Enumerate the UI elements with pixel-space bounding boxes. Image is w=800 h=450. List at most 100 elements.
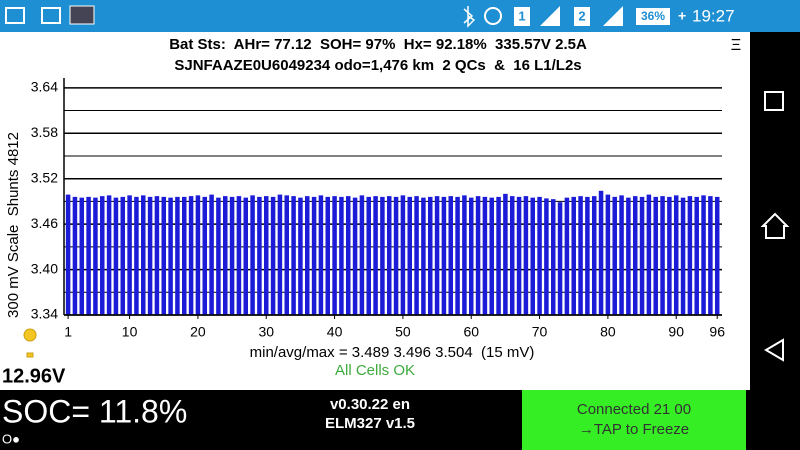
bulb-icon xyxy=(23,328,37,358)
bar xyxy=(605,194,611,315)
y-tick-label: 3.52 xyxy=(31,169,58,185)
battery-level: 36% xyxy=(641,9,665,23)
bar xyxy=(188,196,194,315)
y-axis-title: 300 mV Scale Shunts 4812 xyxy=(5,132,22,318)
voltage: 12.96V xyxy=(2,365,66,387)
bar xyxy=(236,196,242,315)
bar xyxy=(523,196,529,315)
bar xyxy=(202,196,208,315)
bar xyxy=(263,196,269,315)
bar xyxy=(619,195,624,315)
bar xyxy=(332,196,337,315)
sim2-box xyxy=(574,7,590,26)
bar xyxy=(175,196,180,315)
bar xyxy=(489,197,494,315)
bar xyxy=(694,196,699,315)
bar xyxy=(653,196,658,315)
bar xyxy=(339,196,344,315)
bar xyxy=(304,196,310,315)
home-button[interactable] xyxy=(760,212,790,239)
bar xyxy=(708,196,713,315)
indicator: O● xyxy=(2,431,20,446)
connection-status[interactable]: Connected 21 00 xyxy=(577,401,691,418)
bar xyxy=(516,196,522,315)
connection-box[interactable] xyxy=(522,390,746,450)
bar xyxy=(161,196,167,315)
x-tick-label: 20 xyxy=(190,324,206,340)
chart: 300 mV Scale Shunts 4812 3.34 3.40 3.46 3.5… xyxy=(5,78,725,340)
bar xyxy=(421,197,426,315)
bar xyxy=(366,196,371,315)
bar xyxy=(284,195,290,315)
bar xyxy=(134,196,139,315)
bar xyxy=(182,196,187,315)
bar xyxy=(127,195,132,315)
bar xyxy=(503,193,508,315)
cell-stats: min/avg/max = 3.489 3.496 3.504 (15 mV) xyxy=(250,344,535,361)
bar xyxy=(243,197,249,315)
bar xyxy=(448,196,453,315)
vehicle-info: SJNFAAZE0U6049234 odo=1,476 km 2 QCs & 1… xyxy=(174,57,581,74)
bar xyxy=(106,195,112,315)
y-tick-label: 3.64 xyxy=(31,79,58,95)
sim1-box xyxy=(514,7,530,26)
adapter-version: ELM327 v1.5 xyxy=(325,415,415,432)
bar xyxy=(93,197,98,315)
sim1: 1 xyxy=(518,8,525,23)
bar xyxy=(154,196,160,315)
bar xyxy=(660,196,665,315)
charging-icon: + xyxy=(678,8,686,24)
bar xyxy=(557,202,563,315)
x-tick-label: 96 xyxy=(709,324,725,340)
menu-button[interactable]: Ξ xyxy=(731,37,741,54)
sim2: 2 xyxy=(578,8,585,23)
alarm-icon xyxy=(484,7,502,25)
bar xyxy=(386,196,392,315)
notification-icon xyxy=(5,7,25,24)
bar xyxy=(441,196,447,315)
bar xyxy=(714,196,720,315)
bar xyxy=(530,197,535,315)
x-tick-label: 70 xyxy=(532,324,548,340)
bar xyxy=(496,196,501,315)
bar xyxy=(325,196,331,315)
bar xyxy=(632,196,638,315)
signal1-icon xyxy=(540,6,560,26)
bar xyxy=(318,195,324,315)
soc: SOC= 11.8% xyxy=(2,393,187,429)
car-icon xyxy=(69,5,95,25)
bluetooth-icon xyxy=(463,6,476,28)
x-tick-label: 60 xyxy=(463,324,479,340)
bar xyxy=(291,196,296,315)
bar xyxy=(414,196,419,315)
x-tick-label: 80 xyxy=(600,324,616,340)
bar xyxy=(571,196,576,315)
back-button[interactable] xyxy=(764,338,784,362)
bar xyxy=(673,195,679,315)
bar xyxy=(298,197,303,315)
freeze-action[interactable]: →TAP to Freeze xyxy=(579,421,689,438)
bar xyxy=(65,194,71,315)
bar xyxy=(270,196,276,315)
recent-apps-button[interactable] xyxy=(764,91,784,111)
x-tick-label: 30 xyxy=(258,324,274,340)
battery-icon xyxy=(636,8,670,25)
bar xyxy=(120,196,126,315)
bar xyxy=(701,195,706,315)
bar xyxy=(352,197,358,315)
bar xyxy=(195,195,201,315)
bar xyxy=(72,196,78,315)
bar xyxy=(380,196,385,315)
bar xyxy=(598,190,604,315)
bar xyxy=(345,196,351,315)
bar xyxy=(475,196,481,315)
bar xyxy=(359,195,365,315)
connection-button[interactable]: Connected 21 00 →TAP to Freeze xyxy=(522,390,746,450)
bar xyxy=(544,198,549,315)
bar xyxy=(482,196,488,315)
bar xyxy=(222,196,228,315)
image-icon xyxy=(41,7,61,24)
bar xyxy=(229,196,235,315)
bar xyxy=(646,194,652,315)
